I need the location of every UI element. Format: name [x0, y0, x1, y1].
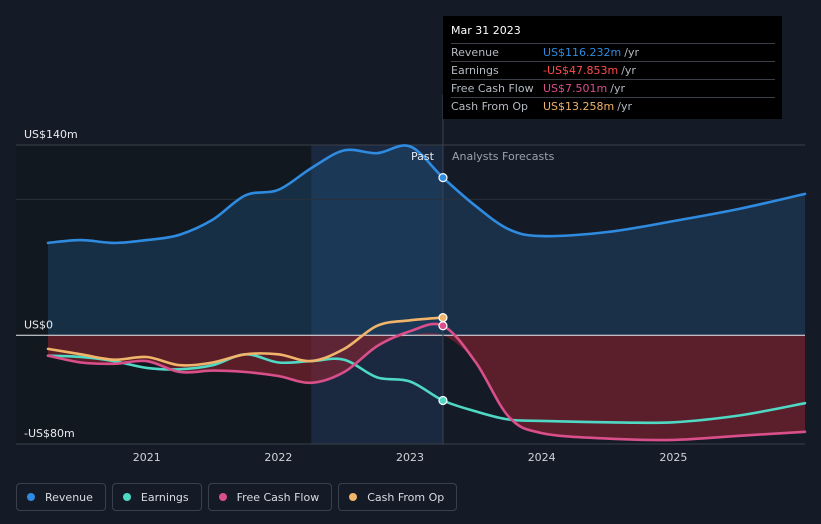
tooltip-value: US$13.258m: [543, 100, 615, 113]
legend-item-revenue[interactable]: Revenue: [16, 483, 106, 511]
marker-revenue: [438, 173, 448, 183]
tooltip-unit: /yr: [624, 46, 639, 59]
legend-label: Earnings: [140, 490, 189, 504]
legend-dot-icon: [349, 493, 358, 501]
x-tick-label: 2021: [133, 451, 161, 464]
legend-item-free-cash-flow[interactable]: Free Cash Flow: [207, 483, 333, 511]
tooltip-row: Earnings -US$47.853m/yr: [451, 61, 775, 79]
series-line-revenue: [46, 144, 807, 245]
tooltip-label: Earnings: [451, 64, 499, 77]
tooltip-row: Cash From Op US$13.258m/yr: [451, 97, 775, 115]
x-tick-label: 2024: [528, 451, 556, 464]
x-tick-label: 2022: [264, 451, 292, 464]
legend-label: Revenue: [45, 490, 93, 504]
legend-dot-icon: [122, 493, 131, 501]
x-tick-label: 2025: [659, 451, 687, 464]
revenue-area: [48, 145, 805, 336]
highlight-region: [311, 145, 443, 444]
legend: Revenue Earnings Free Cash Flow Cash From O…: [16, 483, 458, 511]
legend-dot-icon: [27, 493, 35, 501]
tooltip-unit: /yr: [621, 64, 636, 77]
tooltip-unit: /yr: [617, 100, 632, 113]
series-line-cash-from-op: [46, 316, 445, 367]
tooltip-value: US$116.232m: [543, 46, 622, 59]
tooltip-label: Cash From Op: [451, 100, 529, 113]
legend-item-cash-from-op[interactable]: Cash From Op: [338, 483, 458, 511]
forecast-label: Analysts Forecasts: [452, 150, 555, 163]
marker-free-cash-flow: [438, 321, 448, 331]
y-tick-label: US$0: [24, 318, 53, 331]
legend-dot-icon: [218, 493, 227, 501]
y-tick-label: -US$80m: [24, 427, 75, 440]
negative-area: [48, 332, 805, 441]
series-line-free-cash-flow: [46, 322, 807, 442]
legend-label: Cash From Op: [367, 490, 445, 504]
legend-item-earnings[interactable]: Earnings: [111, 483, 202, 511]
past-label: Past: [411, 150, 435, 163]
y-tick-label: US$140m: [24, 128, 78, 141]
tooltip-row: Revenue US$116.232m/yr: [451, 43, 775, 61]
legend-label: Free Cash Flow: [236, 490, 320, 504]
series-line-earnings: [46, 352, 807, 425]
marker-earnings: [438, 395, 448, 406]
x-tick-label: 2023: [396, 451, 424, 464]
tooltip-unit: /yr: [610, 82, 625, 95]
tooltip-value: US$7.501m: [543, 82, 608, 95]
tooltip-row: Free Cash Flow US$7.501m/yr: [451, 79, 775, 97]
marker-cash-from-op: [438, 313, 448, 323]
tooltip: Mar 31 2023 Revenue US$116.232m/yr Earning…: [443, 16, 782, 119]
tooltip-date: Mar 31 2023: [451, 24, 521, 37]
tooltip-label: Revenue: [451, 46, 499, 59]
tooltip-label: Free Cash Flow: [451, 82, 534, 95]
tooltip-value: -US$47.853m: [543, 64, 619, 77]
